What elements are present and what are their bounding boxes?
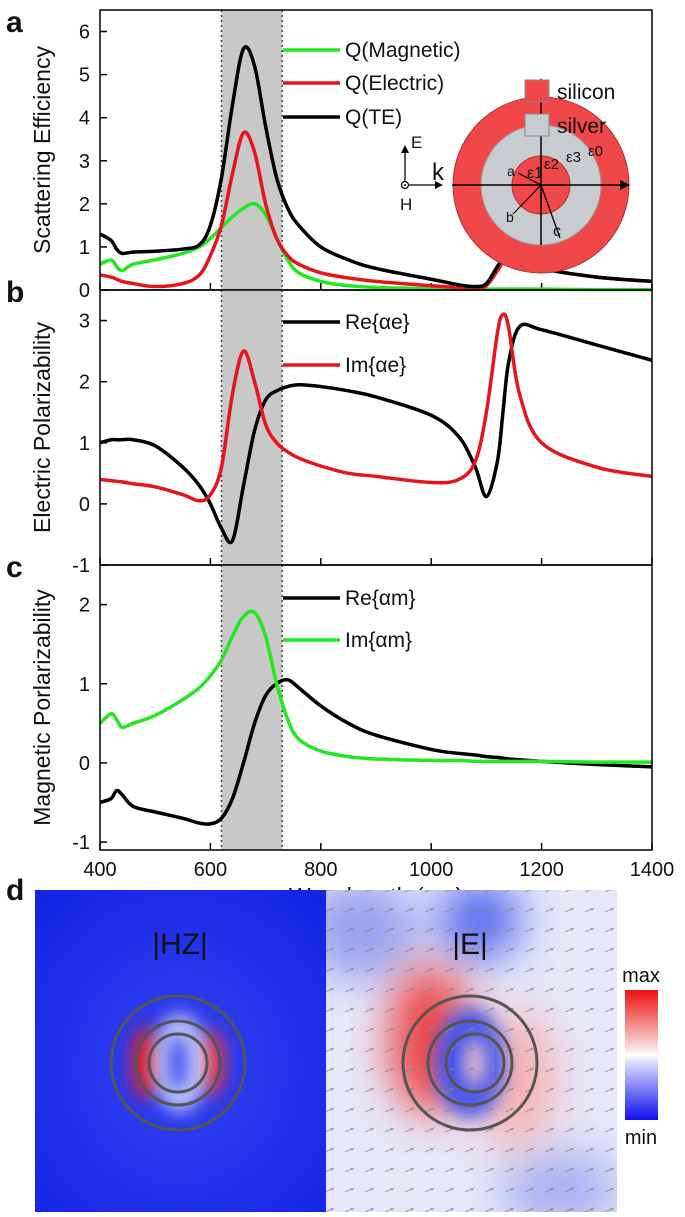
y-tick-label: 1 [79,237,90,259]
legend-label: Im{αm} [345,629,412,652]
legend-label: Q(Magnetic) [345,39,461,62]
y-axis-title: Scattering Efficiency [29,46,55,254]
y-axis-title: Magnetic Porlarizability [29,589,55,826]
panel: 0123456Q(Magnetic)Q(Electric)Q(TE)aScatt… [6,6,653,302]
y-tick-label: 1 [79,674,90,696]
inset-label: ε3 [566,149,581,166]
panel: -1 0 1 2 400 600 800 1000 1200 1400 Re{αm} Im{αm} cM… [6,551,674,909]
inset-legend-swatch [524,113,550,137]
series-line [98,609,653,764]
series-line [99,322,653,545]
shaded-band [221,565,283,850]
inset-label: ε1 [527,165,543,182]
y-tick-label: 2 [79,595,90,617]
colorbar [625,990,658,1120]
map-title: |HZ| [152,928,208,961]
y-axis-title: Electric Polarizability [29,322,55,533]
y-tick-label: -1 [72,832,90,854]
plots: 0123456Q(Magnetic)Q(Electric)Q(TE)aScatt… [6,6,674,909]
series-line [99,677,653,826]
y-tick-label: 2 [79,372,90,394]
y-tick-label: 6 [79,22,90,44]
inset-label: b [506,209,514,225]
series-line [99,201,653,292]
legend-label: Re{αe} [345,311,410,334]
hz-map [35,890,326,1212]
legend-label: Q(TE) [345,106,402,129]
series-line [99,312,653,503]
inset-label: k [432,159,445,186]
y-tick-label: 0 [79,280,90,302]
y-tick-label: 5 [79,65,90,87]
inset-label: a [507,163,515,179]
colorbar-label: max [622,965,660,987]
plot-frame [99,564,653,851]
shaded-band [221,290,283,565]
inset-legend-swatch [524,79,550,103]
panel-label: d [6,874,24,907]
x-tick-label: 600 [194,859,227,881]
panel-label: b [6,276,24,309]
inset-label: ε0 [588,143,603,160]
inset-label: H [400,195,412,214]
x-tick-label: 1400 [630,859,675,881]
legend-label: Re{αm} [345,587,416,610]
y-tick-label: 3 [79,311,90,333]
panel-label: a [6,6,23,39]
x-tick-label: 800 [304,859,337,881]
inset-label: c [553,223,561,240]
inset-label: ε2 [544,156,559,173]
x-tick-label: 1200 [519,859,564,881]
legend-label: Q(Electric) [345,72,444,95]
panel-d: d |HZ| |E| max min [6,874,660,1149]
y-tick-label: 2 [79,194,90,216]
y-tick-label: 1 [79,433,90,455]
field-maps [35,890,658,1212]
y-tick-label: -1 [72,555,90,577]
e-map [326,890,617,1212]
x-tick-label: 400 [83,859,116,881]
map-title: |E| [452,928,488,961]
y-tick-label: 3 [79,151,90,173]
inset-legend-label: silver [557,115,606,138]
panel-label: c [6,551,23,584]
y-tick-label: 0 [79,753,90,775]
inset-label: E [411,133,422,152]
legend-label: Im{αe} [345,354,406,377]
x-tick-label: 1000 [409,859,454,881]
inset-legend-label: silicon [557,81,615,104]
colorbar-label: min [625,1127,657,1149]
y-tick-label: 4 [79,108,90,130]
y-tick-label: 0 [79,494,90,516]
